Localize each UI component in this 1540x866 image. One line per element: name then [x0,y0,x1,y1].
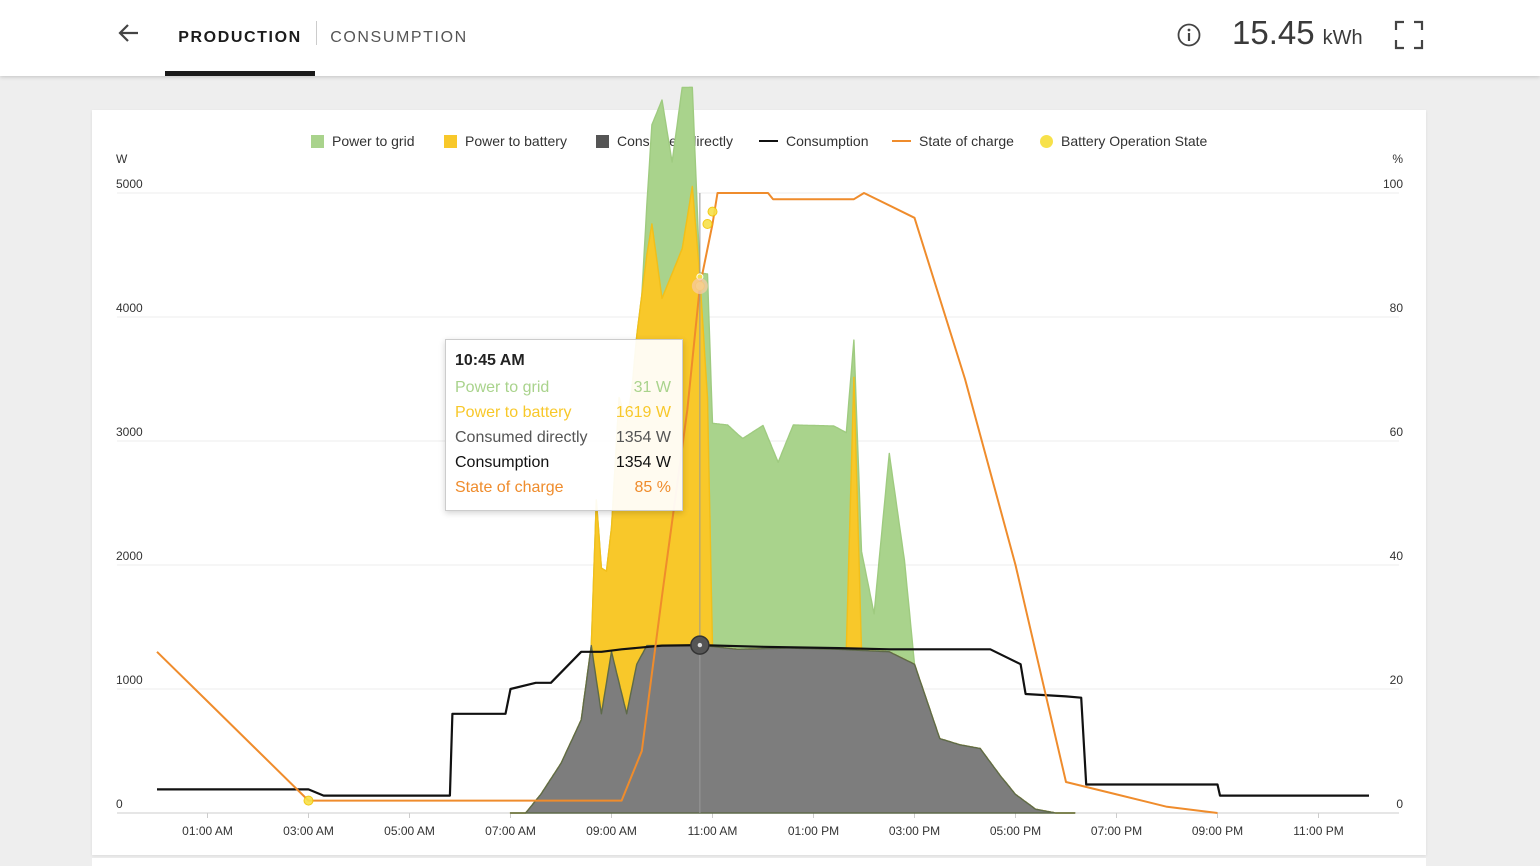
tab-production-label: PRODUCTION [178,29,302,46]
legend-swatch-consumption [759,140,778,142]
tooltip-time: 10:45 AM [455,352,525,369]
tooltip-label: Consumed directly [455,429,588,446]
tooltip-value: 31 W [633,379,671,396]
tooltip-row-consumption: Consumption 1354 W [455,454,671,474]
legend-swatch-consumed [596,134,609,148]
y-left-tick-label: 1000 [116,673,143,687]
y-right-unit: % [1392,152,1403,166]
x-tick-label: 07:00 PM [1091,824,1142,838]
legend-label: Power to grid [332,133,415,149]
legend-label: Power to battery [465,133,567,149]
legend-consumption[interactable]: Consumption [759,131,869,151]
tab-production[interactable]: PRODUCTION [165,0,315,76]
x-tick-label: 03:00 PM [889,824,940,838]
energy-value: 15.45 [1232,14,1315,51]
legend-power-to-battery[interactable]: Power to battery [444,131,567,151]
tooltip-row-grid: Power to grid 31 W [455,379,671,399]
legend-battery-operation-state[interactable]: Battery Operation State [1040,131,1207,151]
arrow-left-icon [118,24,138,42]
legend-state-of-charge[interactable]: State of charge [892,131,1014,151]
energy-total: 15.45 kWh [1232,14,1363,58]
tab-divider [316,21,317,45]
tooltip-value: 1354 W [615,454,671,471]
battery-state-point [303,795,314,806]
chart-tooltip: 10:45 AM Power to grid 31 W Power to bat… [445,339,683,511]
tab-consumption-label: CONSUMPTION [330,29,468,46]
legend-swatch-battery [444,134,457,148]
y-left-unit: W [116,152,128,166]
y-left-tick-label: 5000 [116,177,143,191]
state-of-charge-line [156,192,1218,814]
tooltip-row-soc: State of charge 85 % [455,479,671,499]
tab-consumption[interactable]: CONSUMPTION [320,0,478,76]
x-tick-label: 01:00 AM [182,824,233,838]
info-button[interactable] [1175,21,1203,49]
top-bar: PRODUCTION CONSUMPTION 15.45 kWh [0,0,1540,76]
y-left-tick-label: 2000 [116,549,143,563]
tooltip-label: Power to grid [455,379,550,396]
x-tick-label: 09:00 PM [1192,824,1243,838]
x-tick-label: 05:00 AM [384,824,435,838]
fullscreen-icon [1394,20,1424,50]
info-icon [1177,23,1201,47]
legend-power-to-grid[interactable]: Power to grid [311,131,414,151]
battery-state-point [707,206,718,217]
y-right-tick-label: 0 [1396,797,1403,811]
tooltip-row-consumed: Consumed directly 1354 W [455,429,671,449]
fullscreen-button[interactable] [1393,19,1425,51]
y-left-tick-label: 3000 [116,425,143,439]
tooltip-label: Power to battery [455,404,572,421]
x-tick-label: 05:00 PM [990,824,1041,838]
y-right-tick-label: 40 [1390,549,1404,563]
y-right-tick-label: 20 [1390,673,1404,687]
tooltip-label: Consumption [455,454,550,471]
back-button[interactable] [110,16,148,50]
tooltip-value: 1619 W [615,404,671,421]
legend-swatch-battery-state [1040,134,1053,148]
y-right-tick-label: 80 [1390,301,1404,315]
tooltip-label: State of charge [455,479,564,496]
y-left-tick-label: 0 [116,797,123,811]
battery-state-point [702,219,713,229]
soc-hover-marker [691,278,708,294]
legend-swatch-soc [892,140,911,142]
x-tick-label: 09:00 AM [586,824,637,838]
x-tick-label: 11:00 AM [688,824,738,838]
legend-label: Battery Operation State [1061,133,1208,149]
x-tick-label: 03:00 AM [283,824,334,838]
x-tick-label: 11:00 PM [1293,824,1343,838]
legend-swatch-grid [311,134,324,148]
legend-label: State of charge [919,133,1014,149]
active-tab-underline [165,71,315,76]
lower-card [92,858,1426,866]
tooltip-row-battery: Power to battery 1619 W [455,404,671,424]
tooltip-value: 1354 W [615,429,671,446]
consumed-hover-marker-core [697,642,703,648]
energy-unit: kWh [1322,27,1363,49]
y-left-tick-label: 4000 [116,301,143,315]
y-right-tick-label: 60 [1390,425,1404,439]
legend-label: Consumption [786,133,869,149]
tooltip-value: 85 % [634,479,671,496]
consumed-directly-area [509,644,1076,814]
x-tick-label: 07:00 AM [485,824,536,838]
x-tick-label: 01:00 PM [788,824,839,838]
y-right-tick-label: 100 [1383,177,1403,191]
